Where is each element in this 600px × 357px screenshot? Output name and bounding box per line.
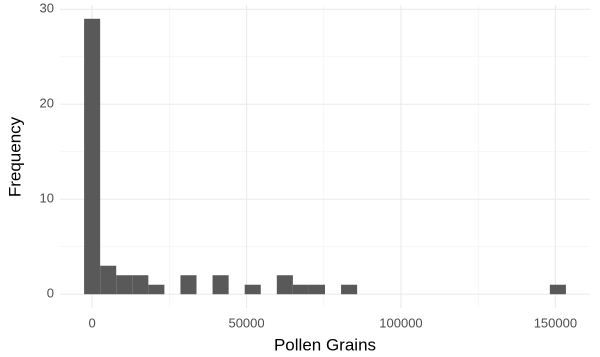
bar bbox=[276, 275, 293, 295]
bar bbox=[244, 284, 261, 295]
y-tick-label: 30 bbox=[40, 1, 54, 16]
bar bbox=[549, 284, 566, 295]
y-tick-label: 0 bbox=[47, 286, 54, 301]
bar bbox=[341, 284, 358, 295]
x-tick-label: 50000 bbox=[228, 315, 264, 330]
bar bbox=[292, 284, 309, 295]
bar bbox=[132, 275, 149, 295]
bar bbox=[84, 18, 101, 295]
bar bbox=[308, 284, 325, 295]
x-axis-title: Pollen Grains bbox=[274, 335, 376, 354]
x-tick-label: 0 bbox=[89, 315, 96, 330]
bar bbox=[116, 275, 133, 295]
x-tick-label: 150000 bbox=[534, 315, 577, 330]
y-tick-label: 20 bbox=[40, 96, 54, 111]
y-axis-title: Frequency bbox=[5, 116, 24, 197]
bar bbox=[212, 275, 229, 295]
bar bbox=[100, 265, 117, 295]
x-tick-label: 100000 bbox=[379, 315, 422, 330]
bar bbox=[148, 284, 165, 295]
bar bbox=[180, 275, 197, 295]
y-tick-label: 10 bbox=[40, 191, 54, 206]
